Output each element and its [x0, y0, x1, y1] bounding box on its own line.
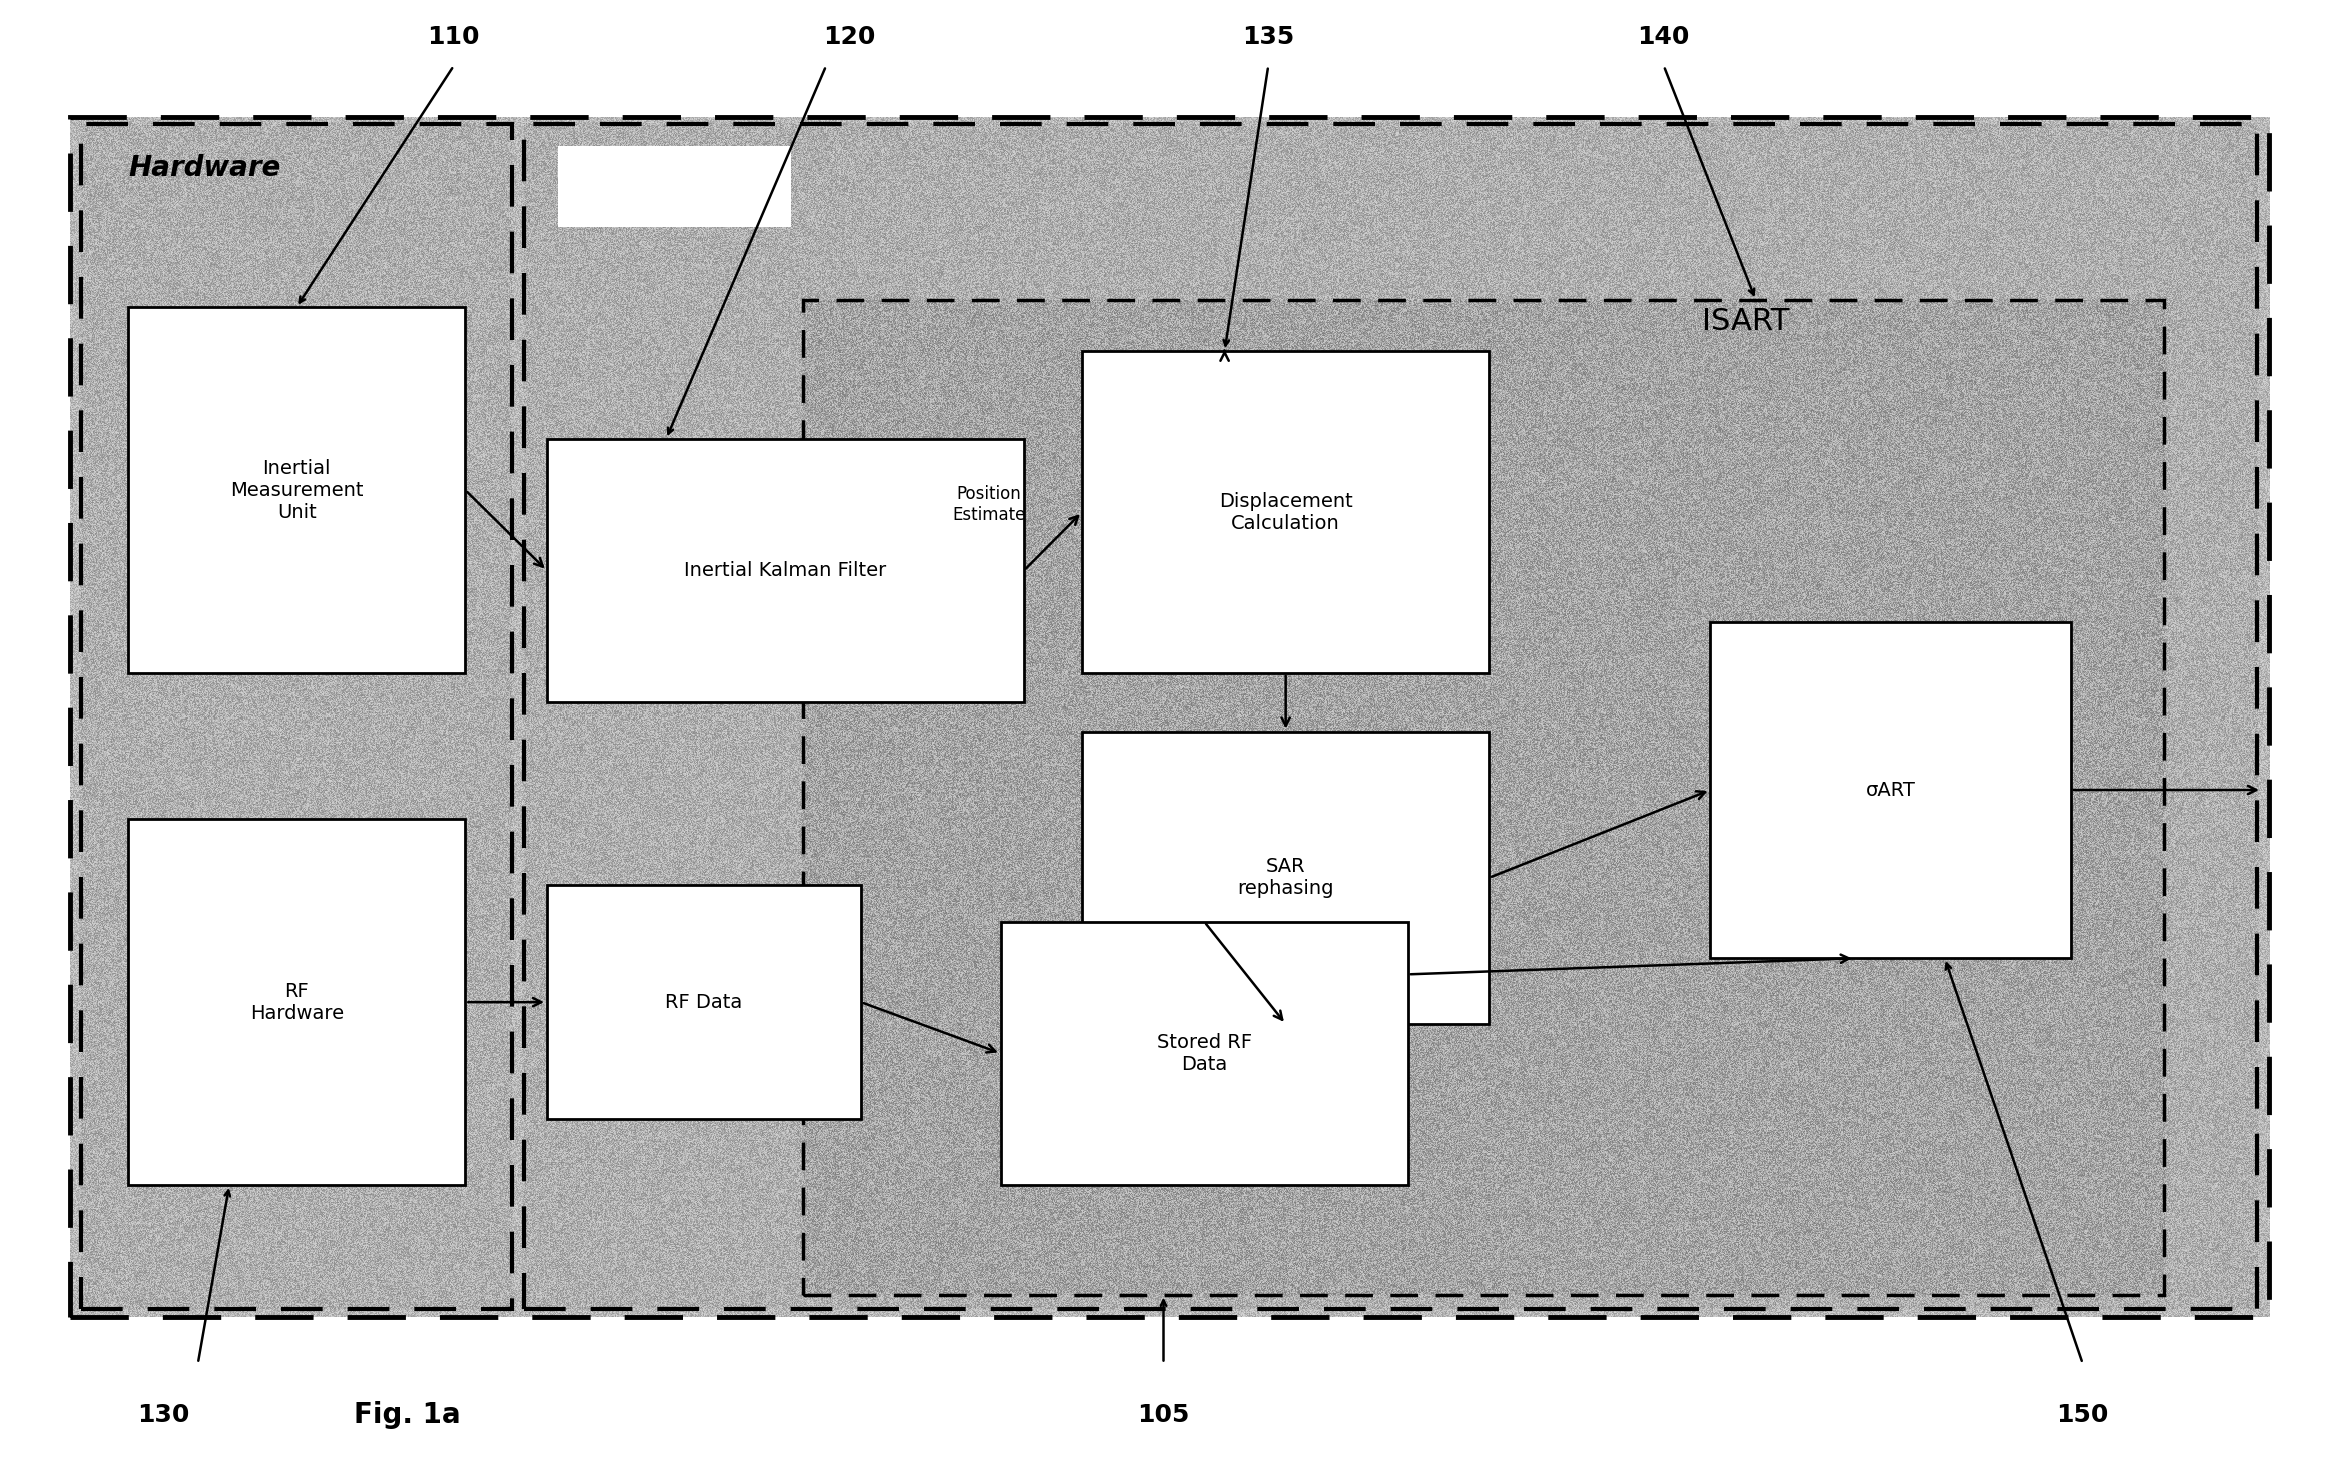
Text: 105: 105	[1138, 1403, 1189, 1426]
Text: Hardware: Hardware	[128, 154, 279, 181]
Bar	[1001, 922, 1408, 1185]
Text: Stored RF
Data: Stored RF Data	[1157, 1033, 1252, 1074]
Text: σART: σART	[1866, 781, 1915, 799]
Text: ISART: ISART	[1701, 307, 1789, 336]
Text: Fig. 1a: Fig. 1a	[354, 1400, 461, 1429]
Bar	[128, 307, 465, 673]
Bar	[803, 300, 2164, 1295]
Text: RF
Hardware: RF Hardware	[249, 982, 344, 1023]
Text: RF Data: RF Data	[666, 993, 742, 1011]
Text: 130: 130	[137, 1403, 188, 1426]
Bar	[128, 819, 465, 1185]
Bar	[558, 146, 791, 227]
Text: 110: 110	[428, 25, 479, 48]
Bar	[70, 117, 2269, 1317]
Text: Inertial
Measurement
Unit: Inertial Measurement Unit	[230, 458, 363, 522]
Text: 135: 135	[1243, 25, 1294, 48]
Bar	[1082, 732, 1489, 1024]
Text: 140: 140	[1638, 25, 1689, 48]
Text: 150: 150	[2057, 1403, 2108, 1426]
Text: Inertial Kalman Filter: Inertial Kalman Filter	[684, 562, 887, 579]
Text: 120: 120	[824, 25, 875, 48]
Text: Displacement
Calculation: Displacement Calculation	[1219, 492, 1352, 533]
Bar	[81, 124, 512, 1309]
Bar	[1710, 622, 2071, 958]
Bar	[1082, 351, 1489, 673]
Text: SAR
rephasing: SAR rephasing	[1238, 857, 1333, 898]
Bar	[524, 124, 2257, 1309]
Text: Position
Estimate: Position Estimate	[952, 486, 1026, 524]
Bar	[547, 439, 1024, 702]
Bar	[547, 885, 861, 1119]
